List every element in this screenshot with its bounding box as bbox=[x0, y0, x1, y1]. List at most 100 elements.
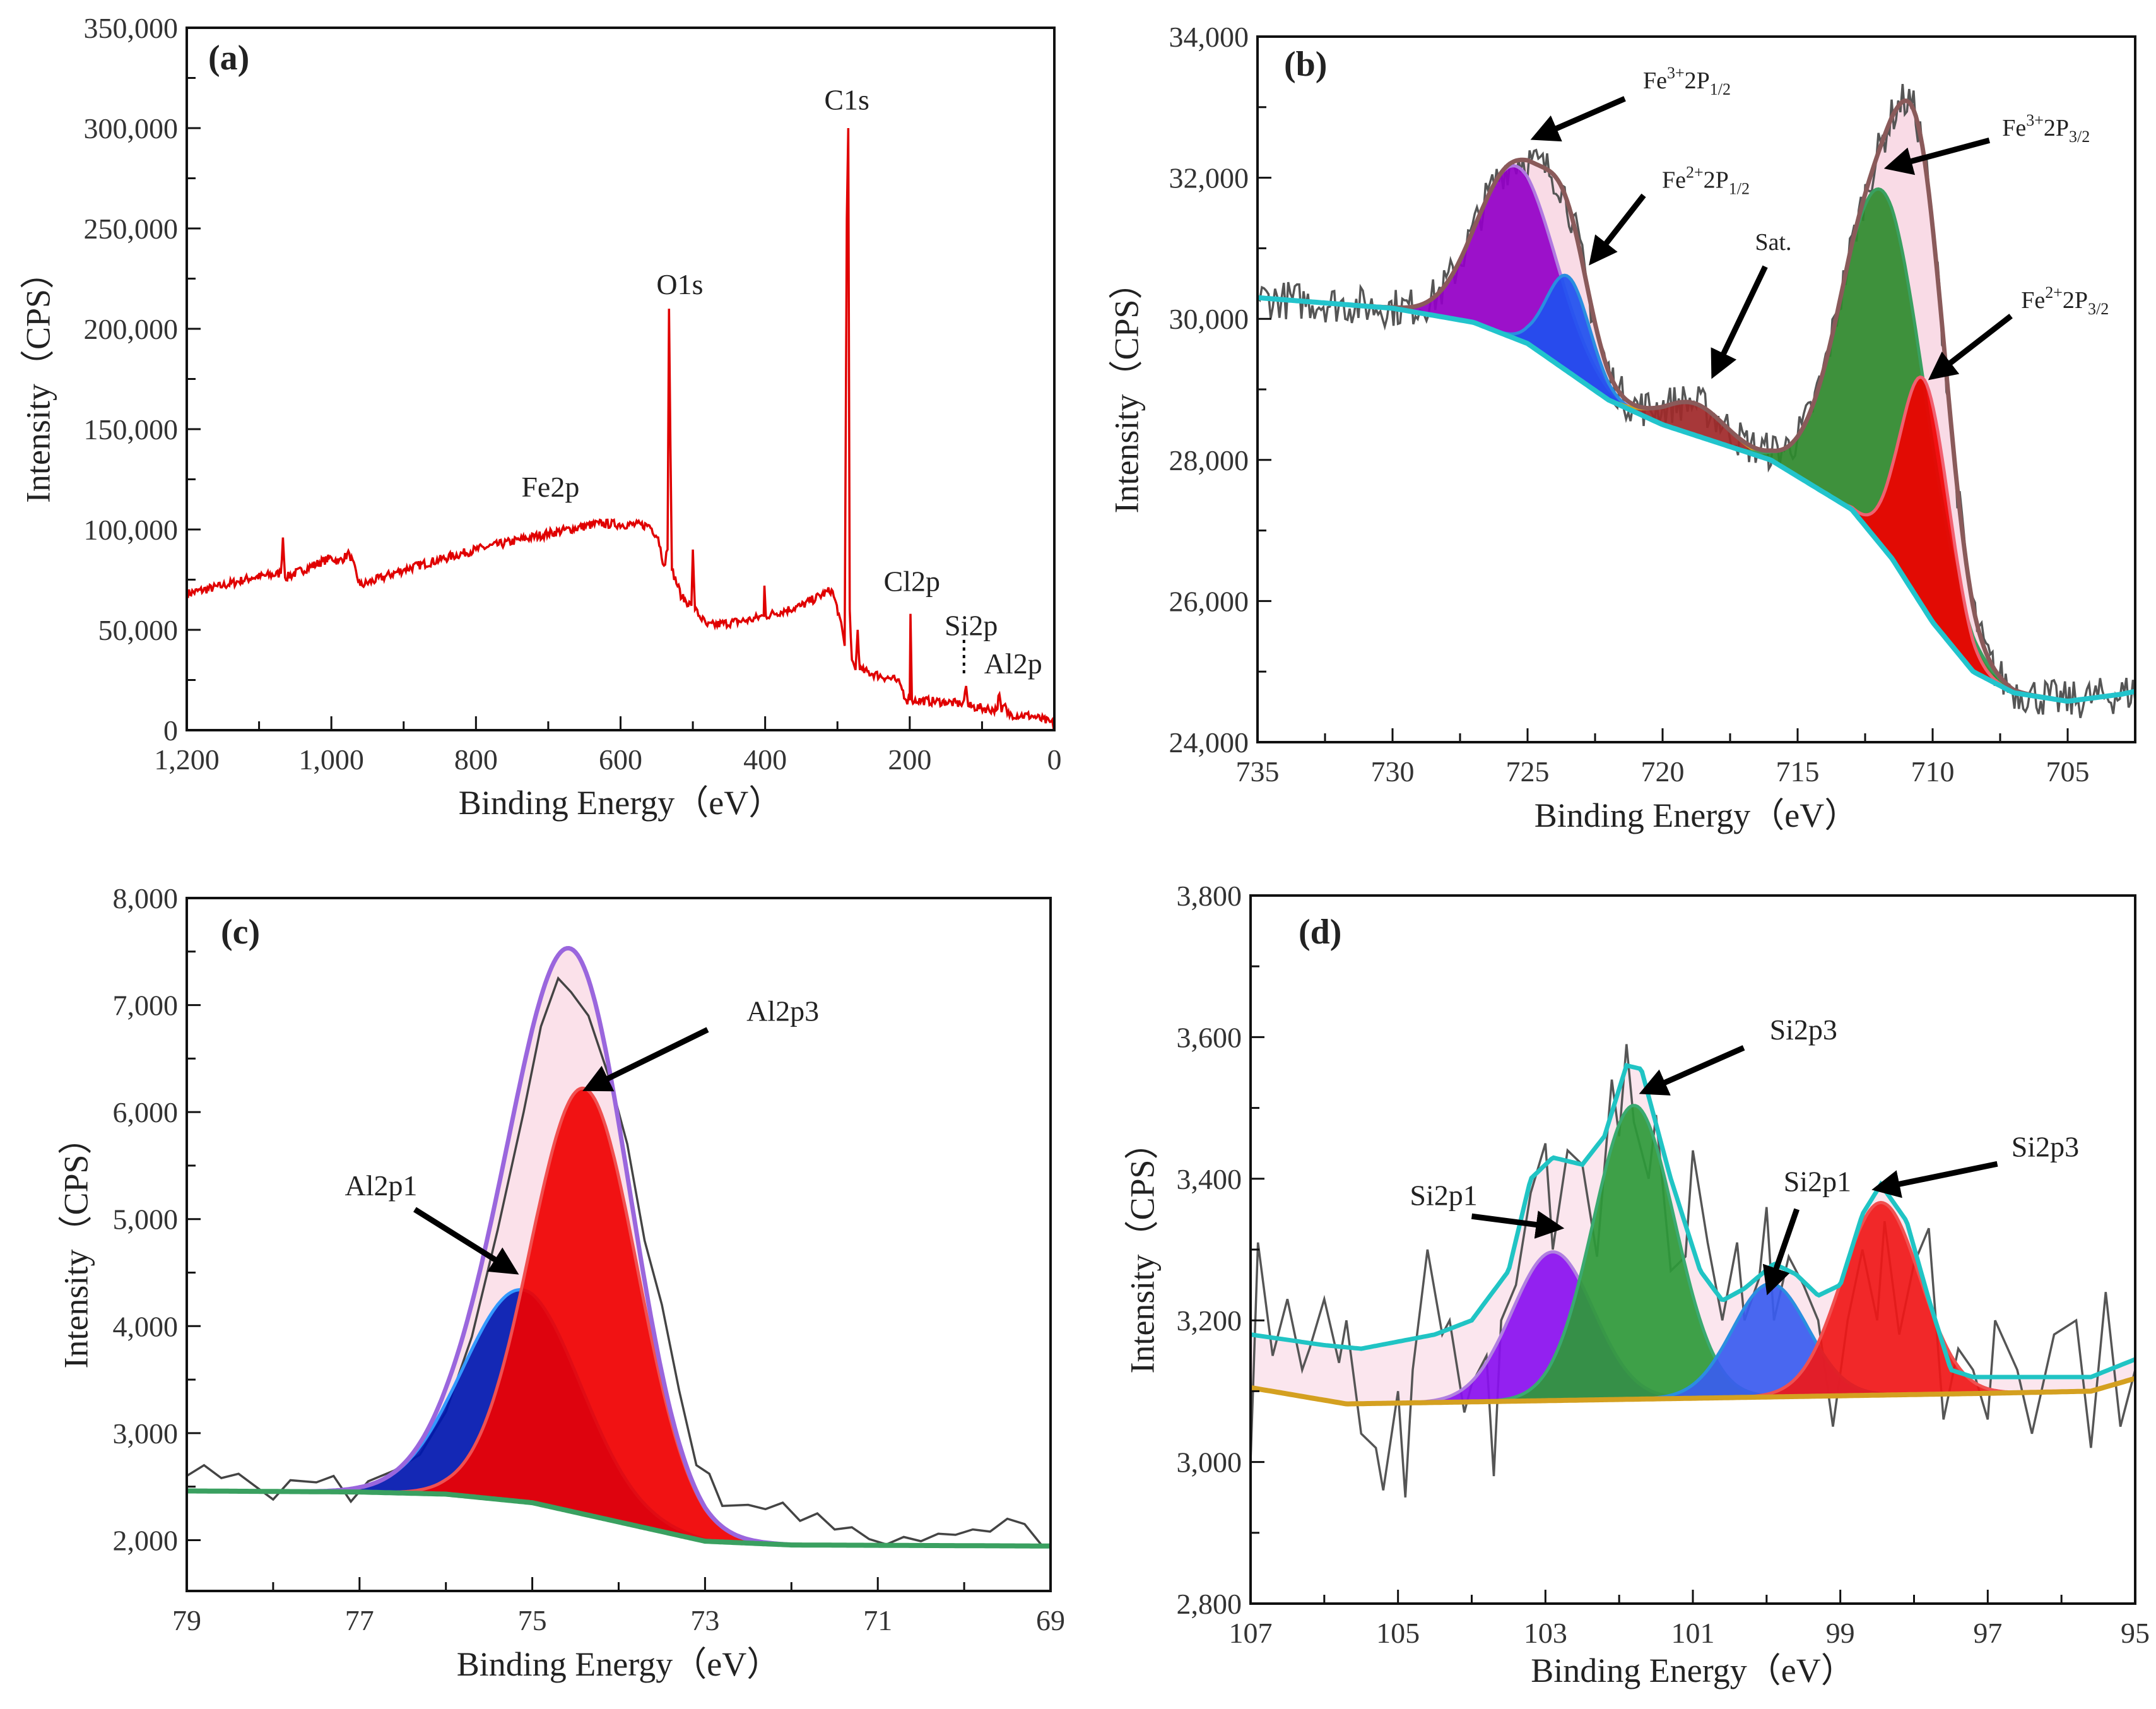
x-tick-label: 95 bbox=[2121, 1617, 2150, 1649]
y-tick-label: 50,000 bbox=[98, 614, 179, 646]
envelope-line bbox=[1258, 98, 2135, 704]
peak-line-2 bbox=[1258, 296, 2135, 703]
peak-annotation: Fe2p bbox=[521, 471, 579, 503]
peak-line-1 bbox=[1258, 273, 2135, 703]
annotation-arrow bbox=[1639, 1045, 1745, 1096]
series-line-survey bbox=[187, 127, 1054, 730]
annotation-base: Sat. bbox=[1755, 229, 1791, 256]
x-tick-label: 71 bbox=[863, 1604, 892, 1636]
x-tick-label: 400 bbox=[743, 743, 787, 776]
peak-fill-4 bbox=[1258, 297, 2135, 701]
peak-annotation: Si2p1 bbox=[1784, 1165, 1851, 1197]
y-axis-title: Intensity（CPS） bbox=[19, 255, 57, 503]
y-axis-title: Intensity（CPS） bbox=[1123, 1125, 1161, 1373]
background-line bbox=[1251, 1376, 2135, 1407]
y-tick-label: 150,000 bbox=[84, 413, 179, 446]
annotation-sup: 2+ bbox=[2045, 283, 2063, 302]
x-tick-label: 1,200 bbox=[154, 743, 220, 776]
peak-annotation: Si2p3 bbox=[1770, 1014, 1837, 1046]
y-tick-label: 3,400 bbox=[1177, 1163, 1242, 1195]
annotation-mid: 2P bbox=[1704, 167, 1729, 194]
peak-annotation: Sat. bbox=[1755, 229, 1791, 256]
y-tick-label: 2,000 bbox=[113, 1524, 179, 1556]
x-tick-label: 103 bbox=[1524, 1617, 1567, 1649]
annotation-arrow bbox=[1589, 193, 1646, 266]
annotation-arrow bbox=[1471, 1210, 1565, 1239]
y-tick-label: 3,800 bbox=[1177, 880, 1242, 912]
plot-area bbox=[1251, 1044, 2135, 1498]
panel-label: (c) bbox=[221, 913, 260, 952]
x-axis-title: Binding Energy（eV） bbox=[459, 784, 782, 822]
peak-fill-3 bbox=[1258, 189, 2135, 701]
peak-fill-1 bbox=[187, 1088, 1051, 1546]
annotation-arrow bbox=[1711, 265, 1768, 379]
peak-line-4 bbox=[1258, 296, 2135, 703]
y-tick-label: 3,000 bbox=[1177, 1446, 1242, 1479]
y-tick-label: 32,000 bbox=[1169, 162, 1249, 194]
x-tick-label: 710 bbox=[1911, 755, 1955, 788]
annotation-sub: 1/2 bbox=[1729, 180, 1750, 198]
x-tick-label: 705 bbox=[2046, 755, 2090, 788]
peak-annotation: Fe2+2P1/2 bbox=[1662, 163, 1750, 198]
peak-annotation: C1s bbox=[824, 83, 869, 115]
y-tick-label: 250,000 bbox=[84, 213, 179, 245]
y-tick-label: 30,000 bbox=[1169, 303, 1249, 335]
panel-label: (a) bbox=[208, 38, 249, 78]
y-tick-label: 4,000 bbox=[113, 1310, 179, 1342]
annotation-arrow bbox=[1928, 314, 2013, 381]
y-tick-label: 28,000 bbox=[1169, 444, 1249, 476]
y-tick-label: 2,800 bbox=[1177, 1588, 1242, 1620]
peak-fill-3 bbox=[1251, 1202, 2135, 1404]
annotation-sub: 3/2 bbox=[2088, 300, 2109, 318]
x-tick-label: 0 bbox=[1047, 743, 1062, 776]
x-tick-label: 800 bbox=[454, 743, 498, 776]
panel-a-survey-spectrum: 1,200 1,000 800 600 400 200 0 0 50,000 100,000 150… bbox=[19, 12, 1061, 822]
x-tick-label: 107 bbox=[1229, 1617, 1273, 1649]
background-line bbox=[187, 1488, 1051, 1549]
x-tick-label: 79 bbox=[172, 1604, 201, 1636]
peak-line-3 bbox=[1258, 187, 2135, 703]
peak-annotation: Al2p1 bbox=[345, 1169, 418, 1202]
y-tick-label: 24,000 bbox=[1169, 726, 1249, 759]
y-tick-label: 26,000 bbox=[1169, 585, 1249, 617]
panel-c-al2p-spectrum: 79 77 75 73 71 69 2,000 3,000 4,000 5,000 6,000 7,0… bbox=[57, 882, 1065, 1683]
peak-annotation: Al2p3 bbox=[746, 995, 819, 1027]
peak-annotation: Si2p bbox=[945, 610, 998, 642]
peak-annotation: Fe3+2P1/2 bbox=[1643, 64, 1731, 98]
peak-annotation: Al2p bbox=[984, 648, 1042, 680]
x-tick-label: 99 bbox=[1826, 1617, 1855, 1649]
annotation-sub: 1/2 bbox=[1710, 80, 1731, 98]
annotation-mid: 2P bbox=[2063, 287, 2088, 314]
peak-fill-1 bbox=[1258, 275, 2135, 701]
peak-fill-0 bbox=[187, 1289, 1051, 1546]
peak-annotation: Fe3+2P3/2 bbox=[2002, 111, 2090, 146]
x-tick-label: 600 bbox=[599, 743, 642, 776]
peak-fill-2 bbox=[1258, 297, 2135, 701]
x-tick-label: 1,000 bbox=[298, 743, 364, 776]
y-tick-label: 200,000 bbox=[84, 313, 179, 345]
panel-d-si2p-spectrum: 107 105 103 101 99 97 95 2,800 3,000 3,200 3,400 3,… bbox=[1123, 880, 2150, 1689]
y-axis-title: Intensity（CPS） bbox=[57, 1120, 95, 1368]
x-tick-label: 73 bbox=[690, 1604, 719, 1636]
y-tick-label: 34,000 bbox=[1169, 21, 1249, 53]
annotation-arrow bbox=[1530, 96, 1626, 142]
y-tick-label: 3,200 bbox=[1177, 1304, 1242, 1337]
annotation-mid: 2P bbox=[1685, 68, 1710, 94]
y-tick-label: 5,000 bbox=[113, 1203, 179, 1236]
annotation-sup: 2+ bbox=[1686, 163, 1704, 182]
peak-annotation: O1s bbox=[656, 268, 703, 300]
annotation-arrow bbox=[413, 1207, 519, 1275]
y-tick-label: 8,000 bbox=[113, 882, 179, 914]
panel-label: (b) bbox=[1284, 45, 1327, 84]
annotation-base: Fe bbox=[1643, 68, 1667, 94]
x-tick-label: 105 bbox=[1376, 1617, 1420, 1649]
peak-annotation: Cl2p bbox=[884, 565, 940, 598]
annotation-sup: 3+ bbox=[1667, 64, 1685, 82]
x-axis-title: Binding Energy（eV） bbox=[1531, 1652, 1854, 1689]
y-tick-label: 0 bbox=[163, 714, 178, 747]
plot-area bbox=[1258, 83, 2135, 718]
x-tick-label: 735 bbox=[1236, 755, 1280, 788]
panel-b-fe2p-spectrum: 735 730 725 720 715 710 705 24,000 26,000 28,000 3… bbox=[1107, 21, 2136, 834]
annotation-arrow bbox=[1871, 1161, 1998, 1198]
y-tick-label: 100,000 bbox=[84, 514, 179, 546]
